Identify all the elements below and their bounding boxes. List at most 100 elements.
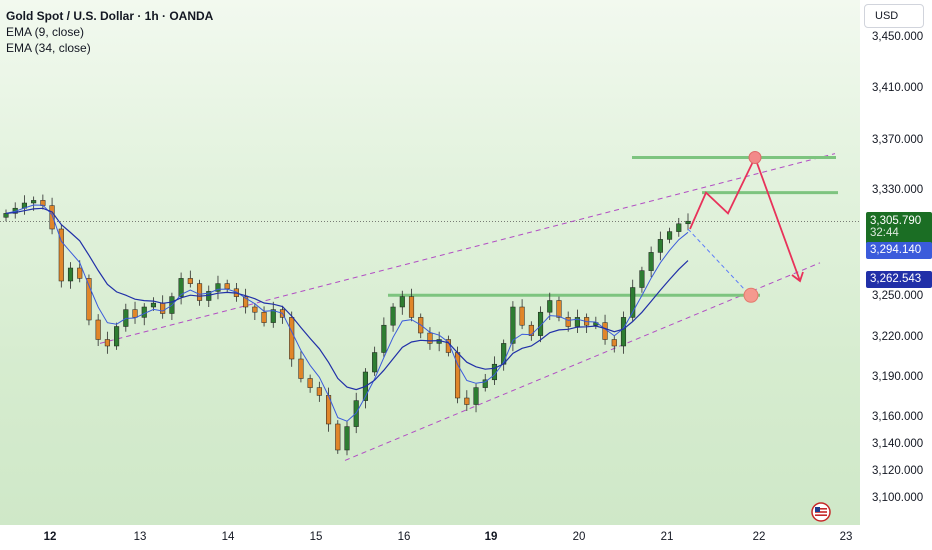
ema34-price-tag: 3,262.543	[866, 271, 932, 288]
candle-body	[657, 239, 663, 253]
price-tick: 3,100.000	[872, 492, 924, 504]
price-chart[interactable]	[0, 0, 860, 525]
candle-body	[344, 426, 350, 451]
candle-body	[261, 311, 267, 323]
time-label: 19	[484, 531, 498, 543]
symbol-title[interactable]: Gold Spot / U.S. Dollar · 1h · OANDA	[6, 9, 214, 23]
candle-body	[270, 309, 276, 323]
price-tick: 3,220.000	[872, 331, 924, 343]
candle-body	[77, 267, 83, 279]
candle-body	[187, 278, 193, 284]
time-label: 22	[752, 531, 766, 543]
candle-body	[67, 267, 74, 282]
projection-dashed-line	[687, 228, 751, 296]
candle-body	[316, 387, 322, 396]
projection-path	[689, 155, 801, 282]
price-tick: 3,190.000	[872, 371, 924, 383]
us-flag-icon[interactable]	[811, 502, 831, 522]
candle-body	[537, 311, 544, 336]
candle-body	[547, 300, 553, 313]
candle-body	[556, 300, 562, 318]
candle-body	[335, 423, 341, 451]
last-price-value: 3,305.790	[870, 215, 922, 227]
time-label: 20	[572, 531, 586, 543]
price-tick: 3,160.000	[872, 411, 924, 423]
candle-body	[639, 270, 645, 288]
candle-body	[510, 306, 516, 344]
candle-body	[667, 231, 673, 240]
candle-body	[196, 283, 203, 301]
candle-body	[565, 317, 571, 327]
candle-body	[482, 379, 488, 388]
time-label: 15	[309, 531, 323, 543]
candle-body	[307, 378, 313, 388]
price-tick: 3,330.000	[872, 184, 924, 196]
channel-lower-line	[344, 262, 821, 461]
price-tick: 3,370.000	[872, 134, 924, 146]
ema9-price-tag: 3,294.140	[866, 242, 932, 259]
candle-body	[408, 296, 415, 318]
price-tick: 3,410.000	[872, 82, 924, 94]
projection-arrowhead	[791, 271, 804, 283]
candle-body	[178, 278, 184, 297]
candle-body	[289, 317, 295, 360]
candle-body	[473, 387, 479, 405]
candle-body	[372, 352, 378, 373]
channel-upper-line	[99, 153, 836, 344]
candle-body	[104, 339, 110, 347]
candle-body	[611, 339, 617, 347]
candle-body	[31, 200, 37, 204]
ema34-line	[5, 207, 689, 391]
candle-body	[243, 296, 249, 308]
currency-selector-button[interactable]: USD	[864, 4, 924, 28]
ema9-line	[5, 204, 689, 422]
candle-body	[427, 332, 433, 344]
candle-body	[528, 324, 534, 336]
candle-body	[381, 324, 387, 353]
time-axis[interactable]: 12 13 14 15 16 19 20 21 22 23	[0, 525, 932, 550]
ema9-legend[interactable]: EMA (9, close)	[6, 25, 85, 39]
candle-body	[132, 309, 138, 318]
candle-body	[150, 302, 157, 308]
candle-body	[519, 306, 525, 326]
candle-body	[3, 213, 9, 218]
target-circle-top	[748, 151, 762, 164]
candle-body	[298, 358, 304, 379]
candle-body	[215, 283, 221, 292]
candle-body	[630, 287, 636, 318]
candle-body	[58, 228, 64, 282]
candle-body	[676, 223, 682, 232]
ema34-legend[interactable]: EMA (34, close)	[6, 41, 91, 55]
price-axis[interactable]: 3,450.000 3,410.000 3,370.000 3,330.000 …	[860, 0, 932, 525]
time-label: 23	[839, 531, 853, 543]
time-label: 12	[43, 531, 57, 543]
price-tick: 3,140.000	[872, 438, 924, 450]
time-label: 13	[133, 531, 147, 543]
candle-body	[49, 205, 55, 230]
candle-body	[648, 252, 654, 271]
candle-body	[399, 296, 405, 308]
candle-body	[464, 397, 470, 405]
time-label: 21	[660, 531, 674, 543]
candle-body	[141, 306, 147, 318]
countdown-timer: 32:44	[870, 227, 899, 239]
target-circle-bottom	[743, 287, 759, 303]
time-label: 14	[221, 531, 235, 543]
candle-body	[252, 306, 258, 313]
last-price-tag: 3,305.790 32:44	[866, 212, 932, 246]
candle-body	[390, 306, 396, 326]
candle-body	[86, 278, 92, 321]
price-tick: 3,120.000	[872, 465, 924, 477]
chart-legend: Gold Spot / U.S. Dollar · 1h · OANDA EMA…	[6, 8, 213, 56]
candle-body	[685, 220, 691, 225]
time-label: 16	[397, 531, 411, 543]
candle-body	[620, 317, 627, 347]
candle-body	[160, 302, 166, 314]
candle-body	[95, 319, 101, 340]
candle-body	[602, 322, 608, 340]
candle-body	[114, 326, 120, 347]
candle-body	[224, 283, 230, 290]
chart-area[interactable]: Gold Spot / U.S. Dollar · 1h · OANDA EMA…	[0, 0, 860, 525]
price-tick: 3,250.000	[872, 290, 924, 302]
price-tick: 3,450.000	[872, 31, 924, 43]
